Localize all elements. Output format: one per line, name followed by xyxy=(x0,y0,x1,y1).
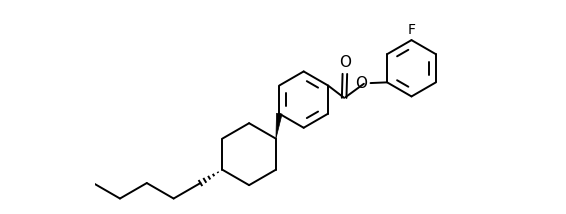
Polygon shape xyxy=(276,113,282,139)
Text: O: O xyxy=(355,76,367,91)
Text: O: O xyxy=(339,55,351,70)
Text: F: F xyxy=(408,23,415,37)
